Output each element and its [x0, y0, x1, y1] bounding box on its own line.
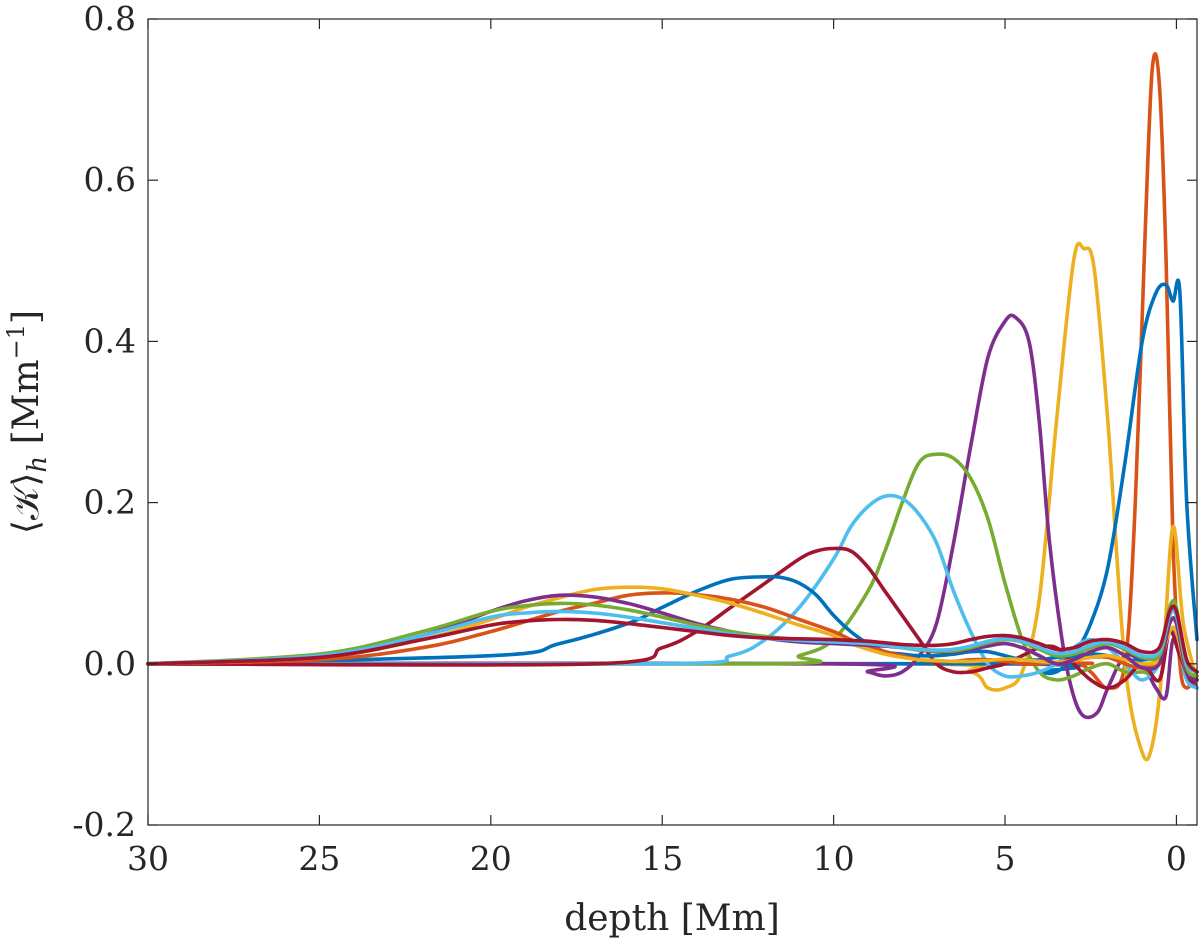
axes-layer: [147, 18, 1198, 826]
y-axis-label-unit: [Mm: [6, 359, 47, 456]
series-line-n13: [146, 608, 1199, 674]
x-axis-label: depth [Mm]: [564, 898, 780, 939]
series-line-n14: [146, 604, 1199, 674]
y-axis-label-main: ⟨𝒦⟩: [6, 473, 47, 535]
x-tick-label: 0: [1166, 839, 1187, 878]
y-axis-label-close: ]: [6, 310, 47, 324]
y-tick-label: 0.6: [84, 160, 136, 199]
y-tick-label: 0.8: [84, 0, 136, 38]
plot-box: [147, 18, 1198, 826]
y-tick-label: -0.2: [72, 805, 136, 844]
y-tick-label: 0.2: [84, 483, 136, 522]
series-line-n7: [146, 546, 1199, 690]
series-line-n2: [146, 241, 1199, 762]
x-tick-label: 20: [470, 839, 512, 878]
y-axis-label-sup: −1: [2, 324, 30, 359]
x-tick-label: 30: [127, 839, 169, 878]
x-tick-label: 10: [813, 839, 855, 878]
y-tick-label: 0.4: [84, 321, 136, 360]
y-axis-ticks: -0.2 0.0 0.2 0.4 0.6 0.8: [72, 0, 1197, 844]
series-layer: [146, 52, 1199, 762]
y-axis-label: ⟨𝒦⟩h [Mm−1]: [2, 310, 53, 534]
x-tick-label: 5: [995, 839, 1016, 878]
y-axis-label-sub: h: [23, 456, 53, 473]
x-axis-ticks: 30 25 20 15 10 5 0: [127, 19, 1187, 878]
x-tick-label: 25: [298, 839, 340, 878]
y-tick-label: 0.0: [84, 644, 136, 683]
x-tick-label: 15: [641, 839, 683, 878]
